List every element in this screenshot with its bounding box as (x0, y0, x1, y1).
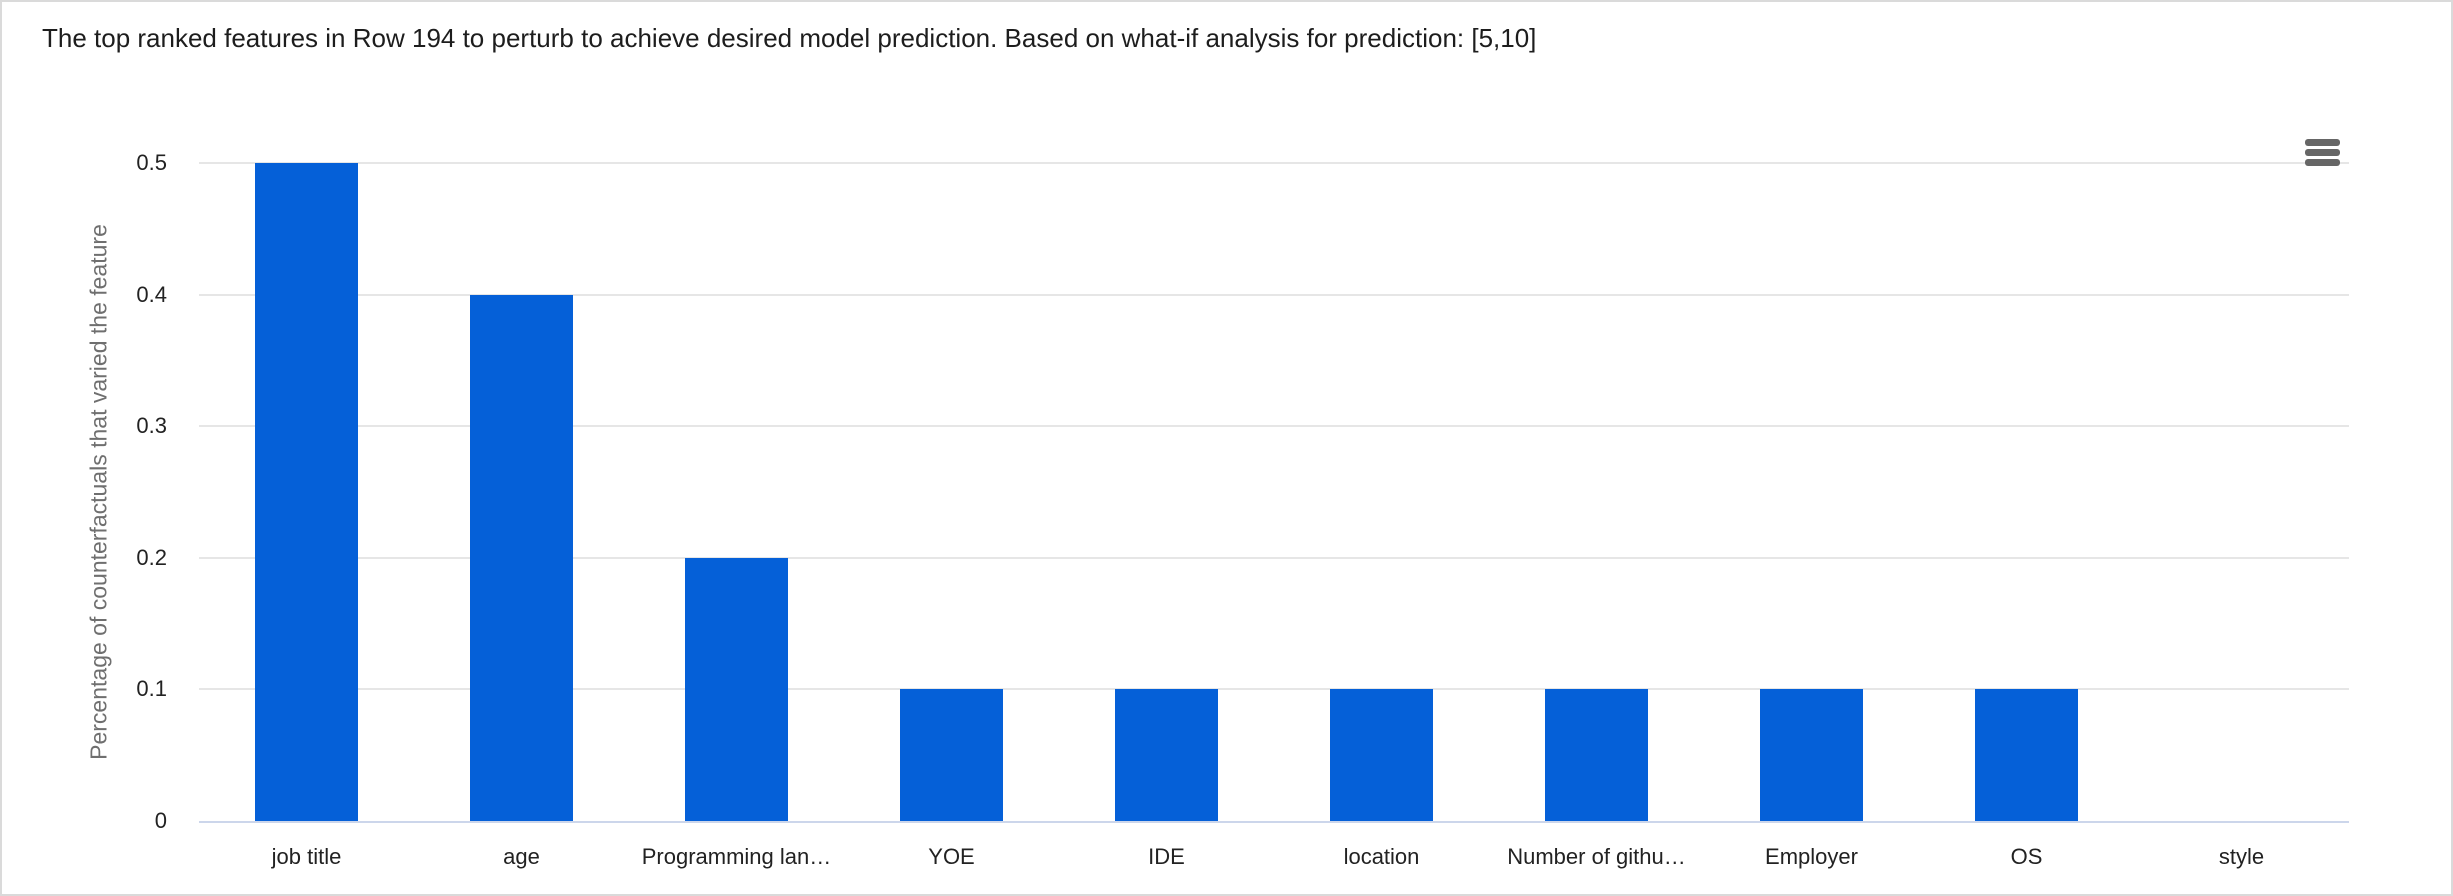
plot-area (199, 162, 2349, 823)
hamburger-icon (2305, 149, 2340, 156)
bar-slot (414, 163, 629, 821)
bar-slot (1704, 163, 1919, 821)
bar-ide[interactable] (1115, 689, 1218, 821)
y-tick-label: 0 (154, 808, 167, 833)
gridline (199, 425, 2349, 428)
chart-context-menu-button[interactable] (2305, 139, 2340, 166)
x-tick-label: age (503, 844, 540, 869)
bar-slot (2134, 163, 2349, 821)
y-tick-label: 0.1 (136, 676, 167, 702)
gridline (199, 293, 2349, 296)
y-tick-label: 0.2 (136, 544, 167, 570)
bar-slot (1059, 163, 1274, 821)
x-tick-label: Number of githu… (1507, 844, 1686, 869)
x-tick-label: YOE (928, 844, 975, 869)
gridline (199, 688, 2349, 691)
bar-yoe[interactable] (900, 689, 1003, 821)
x-tick-label: location (1343, 844, 1420, 869)
x-tick-label: OS (2010, 844, 2043, 869)
bar-programming-lan-[interactable] (685, 557, 788, 821)
gridline (199, 162, 2349, 164)
bar-job-title[interactable] (255, 163, 358, 821)
bar-slot (629, 163, 844, 821)
bar-slot (1919, 163, 2134, 821)
x-tick-label: Programming lan… (641, 844, 832, 869)
hamburger-icon (2305, 159, 2340, 166)
bar-age[interactable] (470, 294, 573, 821)
x-axis-line (199, 821, 2349, 823)
y-tick-label: 0.3 (136, 413, 167, 439)
bar-slot (1274, 163, 1489, 821)
bar-employer[interactable] (1760, 689, 1863, 821)
bar-slot (199, 163, 414, 821)
gridline (199, 556, 2349, 559)
bar-os[interactable] (1975, 689, 2078, 821)
x-tick-label: style (2218, 844, 2265, 869)
y-tick-label: 0.5 (136, 150, 167, 175)
bar-number-of-githu-[interactable] (1545, 689, 1648, 821)
hamburger-icon (2305, 139, 2340, 146)
bar-slot (1489, 163, 1704, 821)
x-tick-label: IDE (1148, 844, 1185, 869)
x-tick-label: Employer (1765, 844, 1858, 869)
bar-location[interactable] (1330, 689, 1433, 821)
y-tick-label: 0.4 (136, 281, 167, 307)
x-tick-label: job title (271, 844, 342, 869)
bar-slot (844, 163, 1059, 821)
chart-title: The top ranked features in Row 194 to pe… (42, 23, 1537, 53)
